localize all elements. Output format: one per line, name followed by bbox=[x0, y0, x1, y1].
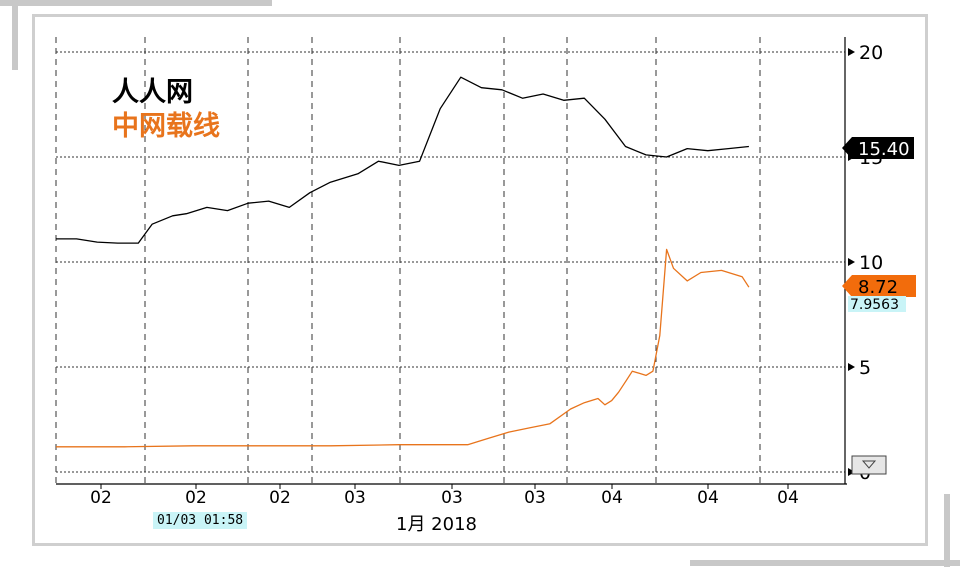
y-tick-label: 10 bbox=[859, 252, 883, 274]
x-tick-label: 02 bbox=[90, 488, 112, 508]
corner-bar-top-vertical bbox=[12, 0, 18, 70]
y-tick-label: 20 bbox=[859, 42, 883, 64]
corner-bar-bottom-vertical bbox=[944, 494, 950, 567]
y-tick-label: 5 bbox=[859, 357, 871, 379]
corner-bar-top-horizontal bbox=[0, 0, 272, 6]
x-tick-label: 03 bbox=[441, 488, 463, 508]
x-tick-label: 02 bbox=[269, 488, 291, 508]
x-tick-label: 04 bbox=[601, 488, 623, 508]
chevron-down-icon bbox=[861, 460, 877, 469]
series-line-2 bbox=[56, 248, 750, 448]
value-tag-label: 8.72 bbox=[858, 277, 898, 298]
y-tick-arrow bbox=[848, 48, 855, 56]
value-tag-bg bbox=[842, 275, 916, 297]
value-tag-bg bbox=[848, 296, 906, 312]
value-tag-bg bbox=[842, 137, 914, 159]
chart-frame bbox=[32, 14, 928, 546]
series-line-1 bbox=[56, 76, 749, 244]
legend-series2: 中网载线 bbox=[112, 111, 220, 142]
legend-series1: 人人网 bbox=[112, 77, 193, 108]
y-tick-arrow bbox=[848, 363, 855, 371]
value-tag-label: 15.40 bbox=[858, 139, 910, 160]
x-tick-label: 04 bbox=[697, 488, 719, 508]
corner-bar-bottom-horizontal bbox=[690, 560, 960, 566]
x-tick-label: 03 bbox=[524, 488, 546, 508]
crosshair-date-label: 01/03 01:58 bbox=[153, 512, 248, 529]
x-tick-label: 03 bbox=[344, 488, 366, 508]
x-tick-label: 02 bbox=[185, 488, 207, 508]
chart-options-icon bbox=[851, 455, 887, 475]
x-tick-label: 04 bbox=[777, 488, 799, 508]
value-tag-label: 7.9563 bbox=[850, 297, 899, 313]
y-tick-arrow bbox=[848, 258, 855, 266]
x-axis-title: 1月 2018 bbox=[396, 514, 477, 535]
